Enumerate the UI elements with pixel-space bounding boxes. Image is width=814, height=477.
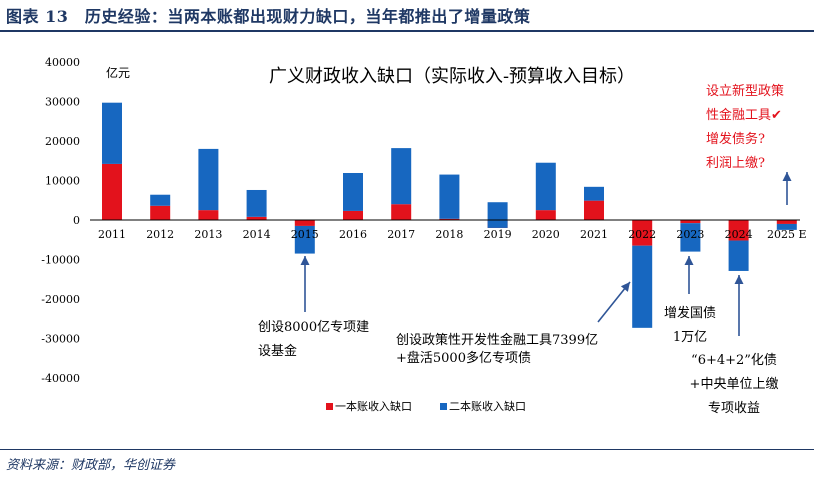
y-tick-label: -20000 — [41, 293, 80, 306]
y-tick-label: 30000 — [45, 96, 80, 109]
bar-series1 — [584, 200, 604, 220]
bar-series1 — [391, 204, 412, 220]
source-rule — [0, 449, 814, 450]
annotation-2024: +中央单位上缴 — [690, 377, 779, 392]
legend-swatch-series1 — [326, 403, 333, 410]
annotation-2023: 增发国债 — [664, 305, 716, 321]
arrow-2022-head — [620, 282, 630, 292]
x-tick-label: 2011 — [98, 228, 126, 241]
source-note: 资料来源：财政部，华创证券 — [6, 458, 176, 473]
x-tick-label: 2019 — [484, 228, 512, 241]
y-tick-label: 0 — [73, 214, 80, 227]
y-tick-label: 40000 — [45, 56, 80, 69]
x-tick-label: 2021 — [580, 228, 608, 241]
arrow-2015-head — [300, 256, 310, 265]
annotation-2025: 性金融工具✔ — [706, 107, 782, 123]
bar-series2 — [439, 174, 460, 219]
annotation-2015: 创设8000亿专项建 — [258, 320, 369, 335]
arrow-2024-head — [734, 275, 744, 284]
y-tick-label: -30000 — [41, 333, 80, 346]
bar-series1 — [294, 220, 315, 226]
bar-series1 — [102, 163, 122, 220]
legend-swatch-series2 — [440, 403, 447, 410]
bar-series2 — [632, 245, 653, 328]
annotation-2024: 专项收益 — [708, 401, 760, 416]
x-tick-label: 2024 — [725, 228, 753, 241]
bar-series2 — [487, 202, 508, 228]
x-tick-label: 2014 — [243, 228, 271, 241]
x-tick-label: 2020 — [532, 228, 560, 241]
bar-series1 — [343, 210, 363, 220]
y-tick-label: 20000 — [45, 135, 80, 148]
bar-series1 — [246, 216, 267, 220]
chart-title: 广义财政收入缺口（实际收入-预算收入目标） — [269, 66, 635, 87]
bar-series1 — [728, 220, 749, 241]
x-tick-label: 2022 — [628, 228, 656, 241]
bar-series1 — [439, 218, 460, 220]
bar-series2 — [391, 148, 412, 205]
annotation-2015: 设基金 — [258, 343, 297, 359]
arrow-2025-head — [782, 172, 792, 181]
x-tick-label: 2015 — [291, 228, 319, 241]
bar-series2 — [728, 240, 749, 271]
bar-series2 — [102, 102, 122, 164]
title-rule — [0, 30, 814, 32]
annotation-2024: “6+4+2”化债 — [691, 353, 777, 368]
figure-title: 图表 13 历史经验：当两本账都出现财力缺口，当年都推出了增量政策 — [6, 7, 531, 26]
x-tick-label: 2023 — [676, 228, 704, 241]
bar-series2 — [150, 194, 171, 206]
y-tick-label: -40000 — [41, 372, 80, 385]
annotation-2025: 增发债务? — [706, 131, 765, 147]
bar-series1 — [150, 205, 171, 220]
y-tick-label: -10000 — [41, 254, 80, 267]
bar-series1 — [680, 220, 701, 224]
arrow-2023-head — [684, 256, 694, 265]
bar-series2 — [198, 148, 219, 211]
x-tick-label: 2025 E — [767, 228, 807, 241]
y-tick-label: 10000 — [45, 175, 80, 188]
x-tick-label: 2013 — [194, 228, 222, 241]
x-tick-label: 2017 — [387, 228, 415, 241]
x-tick-label: 2012 — [146, 228, 174, 241]
x-tick-label: 2018 — [435, 228, 463, 241]
annotation-2022: 创设政策性开发性金融工具7399亿 — [396, 332, 598, 348]
bar-series2 — [246, 189, 267, 217]
legend-label-series1: 一本账收入缺口 — [335, 399, 412, 413]
legend-label-series2: 二本账收入缺口 — [449, 399, 526, 413]
annotation-2025: 利润上缴? — [706, 156, 765, 171]
bar-series2 — [584, 186, 604, 201]
y-unit-label: 亿元 — [106, 65, 130, 80]
annotation-2022: +盘活5000多亿专项债 — [396, 350, 531, 366]
bar-series1 — [632, 220, 653, 246]
bar-series1 — [535, 210, 556, 220]
annotation-2023: 1万亿 — [673, 330, 707, 345]
bar-series2 — [535, 162, 556, 211]
annotation-2025: 设立新型政策 — [706, 83, 784, 99]
x-tick-label: 2016 — [339, 228, 367, 241]
bar-series1 — [198, 210, 219, 220]
bar-series2 — [776, 223, 797, 230]
bar-series2 — [343, 172, 363, 211]
bar-series2 — [294, 225, 315, 254]
bar-series2 — [680, 223, 701, 252]
bar-series1 — [776, 220, 797, 224]
